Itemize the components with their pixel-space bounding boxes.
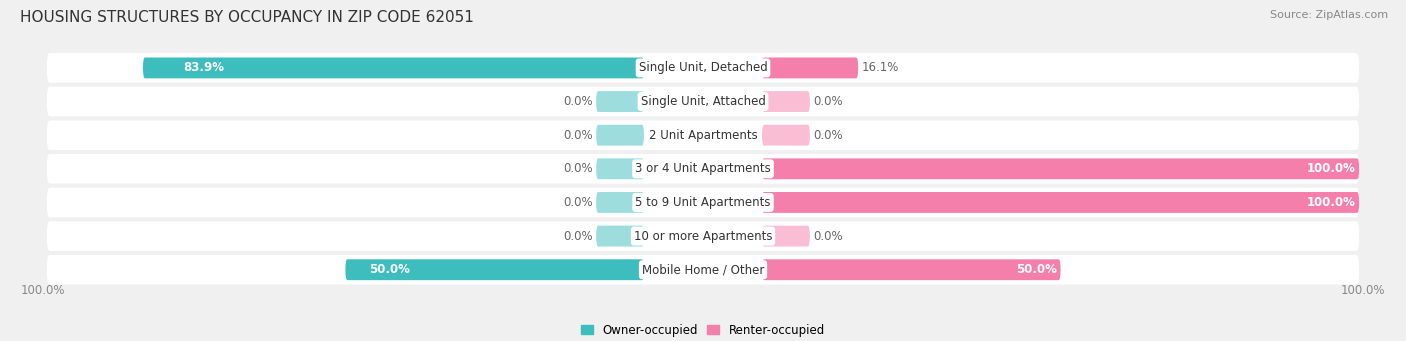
- Text: HOUSING STRUCTURES BY OCCUPANCY IN ZIP CODE 62051: HOUSING STRUCTURES BY OCCUPANCY IN ZIP C…: [20, 10, 474, 25]
- Text: 0.0%: 0.0%: [564, 229, 593, 242]
- FancyBboxPatch shape: [46, 87, 1360, 116]
- Text: 83.9%: 83.9%: [183, 61, 224, 74]
- Text: Mobile Home / Other: Mobile Home / Other: [641, 263, 765, 276]
- FancyBboxPatch shape: [762, 192, 1360, 213]
- FancyBboxPatch shape: [46, 120, 1360, 150]
- Text: 0.0%: 0.0%: [564, 162, 593, 175]
- FancyBboxPatch shape: [762, 158, 1360, 179]
- Text: 2 Unit Apartments: 2 Unit Apartments: [648, 129, 758, 142]
- Text: 10 or more Apartments: 10 or more Apartments: [634, 229, 772, 242]
- Text: 16.1%: 16.1%: [862, 61, 898, 74]
- FancyBboxPatch shape: [46, 53, 1360, 83]
- Text: 0.0%: 0.0%: [564, 95, 593, 108]
- FancyBboxPatch shape: [46, 221, 1360, 251]
- Text: 0.0%: 0.0%: [813, 129, 842, 142]
- FancyBboxPatch shape: [346, 259, 644, 280]
- Text: 0.0%: 0.0%: [564, 129, 593, 142]
- FancyBboxPatch shape: [596, 91, 644, 112]
- Text: 50.0%: 50.0%: [370, 263, 411, 276]
- Text: 0.0%: 0.0%: [813, 229, 842, 242]
- Legend: Owner-occupied, Renter-occupied: Owner-occupied, Renter-occupied: [576, 319, 830, 341]
- FancyBboxPatch shape: [596, 158, 644, 179]
- Text: Single Unit, Attached: Single Unit, Attached: [641, 95, 765, 108]
- FancyBboxPatch shape: [143, 58, 644, 78]
- Text: 100.0%: 100.0%: [1341, 284, 1385, 297]
- Text: Single Unit, Detached: Single Unit, Detached: [638, 61, 768, 74]
- FancyBboxPatch shape: [596, 192, 644, 213]
- Text: 0.0%: 0.0%: [564, 196, 593, 209]
- FancyBboxPatch shape: [762, 91, 810, 112]
- Text: 100.0%: 100.0%: [1308, 162, 1355, 175]
- FancyBboxPatch shape: [46, 255, 1360, 284]
- Text: 0.0%: 0.0%: [813, 95, 842, 108]
- FancyBboxPatch shape: [762, 259, 1060, 280]
- Text: 100.0%: 100.0%: [1308, 196, 1355, 209]
- Text: 3 or 4 Unit Apartments: 3 or 4 Unit Apartments: [636, 162, 770, 175]
- Text: 50.0%: 50.0%: [1017, 263, 1057, 276]
- FancyBboxPatch shape: [762, 125, 810, 146]
- FancyBboxPatch shape: [46, 154, 1360, 183]
- FancyBboxPatch shape: [762, 58, 858, 78]
- FancyBboxPatch shape: [596, 125, 644, 146]
- FancyBboxPatch shape: [46, 188, 1360, 217]
- FancyBboxPatch shape: [762, 226, 810, 247]
- Text: 5 to 9 Unit Apartments: 5 to 9 Unit Apartments: [636, 196, 770, 209]
- Text: Source: ZipAtlas.com: Source: ZipAtlas.com: [1270, 10, 1388, 20]
- Text: 100.0%: 100.0%: [21, 284, 65, 297]
- FancyBboxPatch shape: [596, 226, 644, 247]
